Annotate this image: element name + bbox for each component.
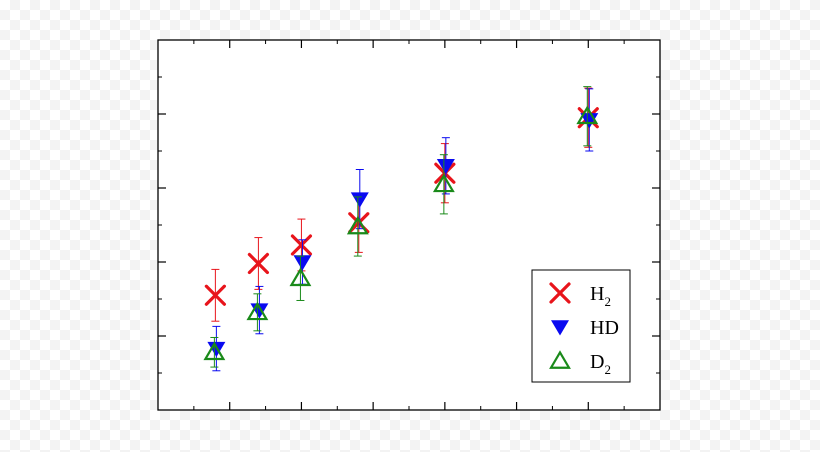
data-point-1-3 <box>350 192 369 208</box>
legend-label-text: H <box>590 283 604 305</box>
error-bar-2-2 <box>296 255 305 301</box>
data-point-0-2-stroke-b <box>290 234 313 256</box>
series-d2 <box>203 86 599 368</box>
error-bar-2-5 <box>583 86 592 147</box>
error-bar-2-4 <box>439 154 448 215</box>
data-point-0-3-stroke-b <box>348 212 370 234</box>
data-point-0-0-stroke-b <box>204 284 226 306</box>
data-point-0-1-stroke-b <box>247 252 269 275</box>
data-point-0-0 <box>204 284 226 306</box>
legend-box <box>531 269 631 383</box>
data-point-2-4 <box>432 173 455 193</box>
legend-marker-0-stroke-b <box>549 282 571 304</box>
legend-label-0: H2 <box>590 283 611 309</box>
data-point-0-4 <box>434 162 456 184</box>
data-point-2-2 <box>289 267 312 287</box>
legend-label-1: HD <box>590 317 619 339</box>
legend-label-subscript: 2 <box>604 294 611 309</box>
error-bar-2-1 <box>253 293 262 332</box>
data-point-2-0 <box>203 341 226 361</box>
legend-marker-0 <box>549 282 571 304</box>
legend-marker-2 <box>549 350 571 369</box>
data-point-1-0 <box>207 341 226 358</box>
data-point-0-1 <box>247 252 269 275</box>
data-point-0-2 <box>290 234 313 256</box>
legend-label-2: D2 <box>590 351 611 377</box>
legend-label-text: D <box>590 351 604 373</box>
data-point-2-3 <box>346 215 369 235</box>
error-bar-2-3 <box>353 196 362 257</box>
legend-label-subscript: 2 <box>604 362 611 377</box>
data-point-1-2 <box>293 255 312 271</box>
data-point-0-4-stroke-b <box>434 162 456 184</box>
data-point-2-1 <box>246 301 269 321</box>
data-point-2-5 <box>576 105 599 125</box>
legend-label-text: HD <box>590 317 619 339</box>
legend-marker-1 <box>551 320 569 336</box>
data-point-1-4 <box>436 159 455 175</box>
